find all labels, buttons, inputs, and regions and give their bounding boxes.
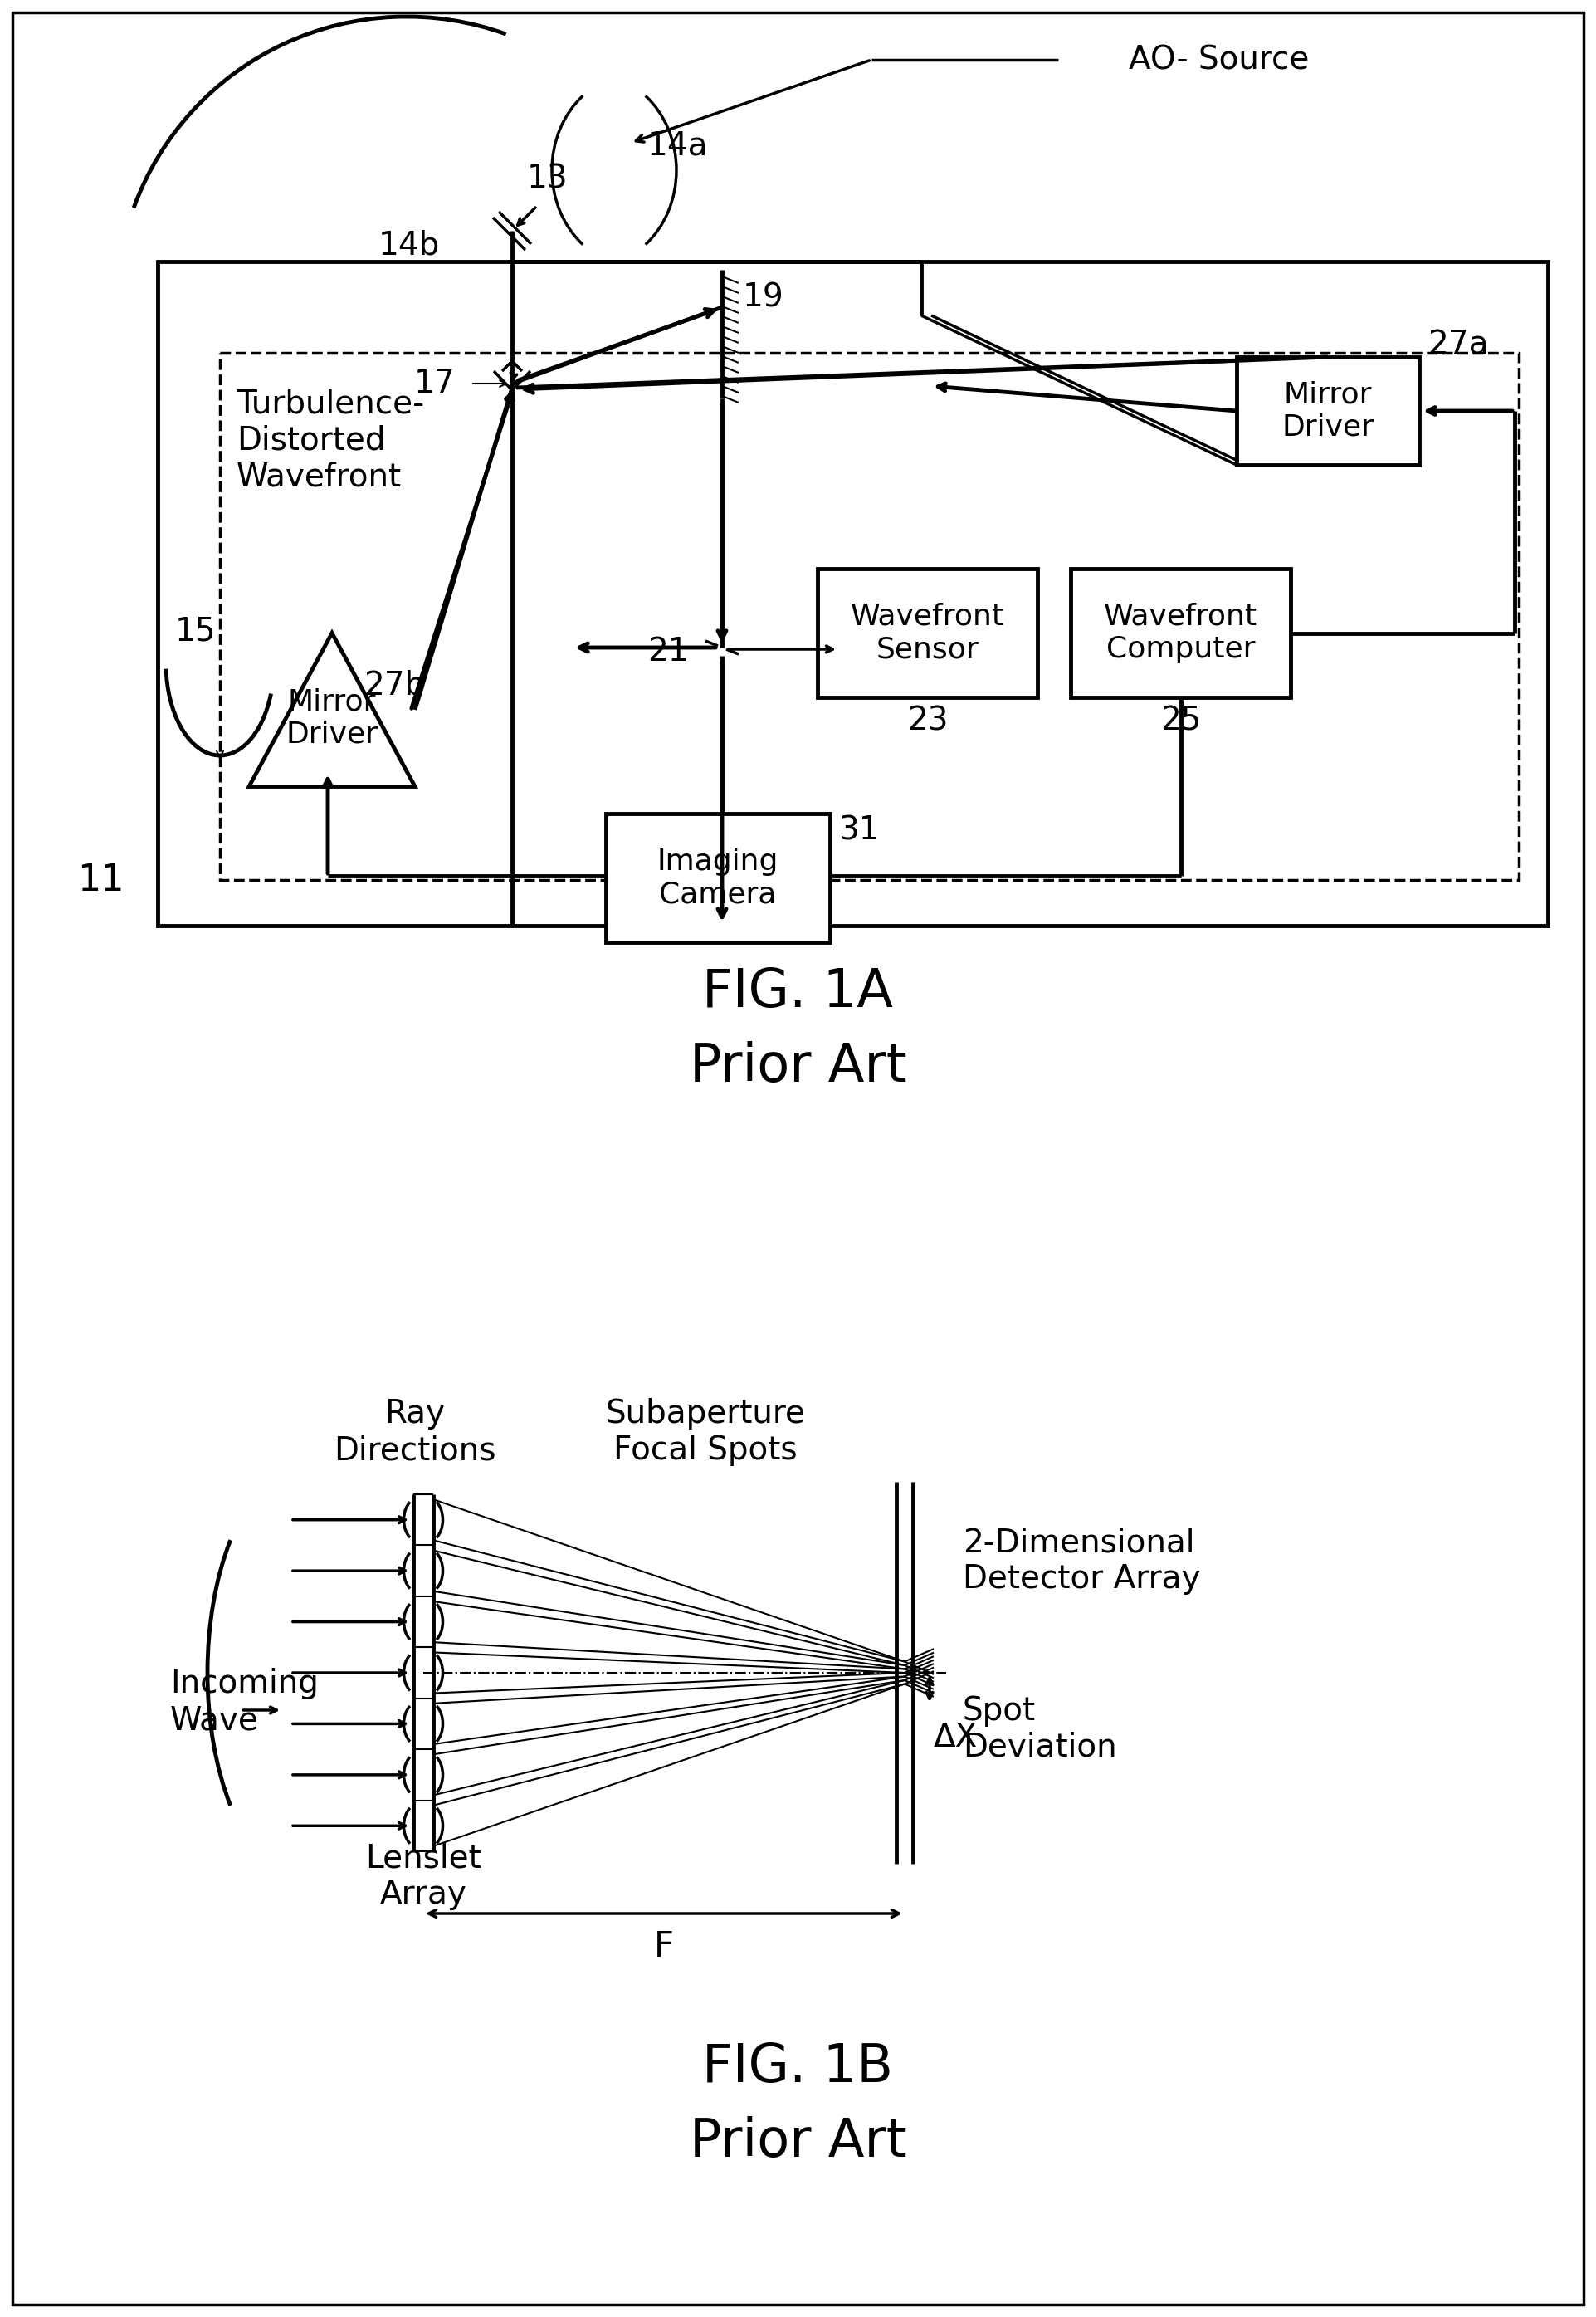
Text: Incoming
Wave: Incoming Wave: [171, 1668, 319, 1735]
Text: 27b: 27b: [364, 670, 425, 700]
Text: 2-Dimensional
Detector Array: 2-Dimensional Detector Array: [962, 1527, 1200, 1594]
Text: Mirror
Driver: Mirror Driver: [1282, 380, 1374, 443]
Text: Wavefront
Computer: Wavefront Computer: [1104, 602, 1258, 663]
Text: Lenslet
Array: Lenslet Array: [365, 1842, 482, 1909]
Bar: [1237, 357, 1419, 466]
Text: 31: 31: [838, 813, 879, 846]
Bar: [817, 568, 1037, 697]
Text: Turbulence-
Distorted
Wavefront: Turbulence- Distorted Wavefront: [236, 387, 425, 491]
Text: F: F: [654, 1930, 674, 1965]
Text: 23: 23: [907, 704, 948, 737]
Bar: [606, 813, 830, 943]
Text: 25: 25: [1160, 704, 1202, 737]
Text: 21: 21: [648, 635, 689, 667]
Text: Mirror
Driver: Mirror Driver: [286, 688, 378, 748]
Text: 27a: 27a: [1427, 329, 1489, 359]
Text: 17: 17: [413, 368, 455, 399]
Text: FIG. 1A: FIG. 1A: [702, 966, 894, 1017]
Text: Wavefront
Sensor: Wavefront Sensor: [851, 602, 1004, 663]
Text: Spot
Deviation: Spot Deviation: [962, 1696, 1117, 1763]
Bar: [158, 262, 1548, 924]
Text: Ray
Directions: Ray Directions: [334, 1397, 496, 1467]
Text: 11: 11: [77, 862, 124, 897]
Text: 19: 19: [742, 280, 784, 313]
Text: ΔX: ΔX: [934, 1722, 978, 1754]
Bar: [1071, 568, 1291, 697]
Text: 13: 13: [527, 162, 568, 195]
Text: 14a: 14a: [648, 130, 709, 162]
Bar: [220, 352, 1519, 880]
Text: FIG. 1B: FIG. 1B: [702, 2041, 894, 2092]
Text: Prior Art: Prior Art: [689, 2115, 907, 2169]
Text: Subaperture
Focal Spots: Subaperture Focal Spots: [605, 1397, 806, 1467]
Text: Prior Art: Prior Art: [689, 1040, 907, 1094]
Text: AO- Source: AO- Source: [1128, 44, 1309, 76]
Text: 15: 15: [174, 614, 215, 646]
Text: Imaging
Camera: Imaging Camera: [658, 848, 779, 908]
Text: 14b: 14b: [378, 229, 440, 262]
